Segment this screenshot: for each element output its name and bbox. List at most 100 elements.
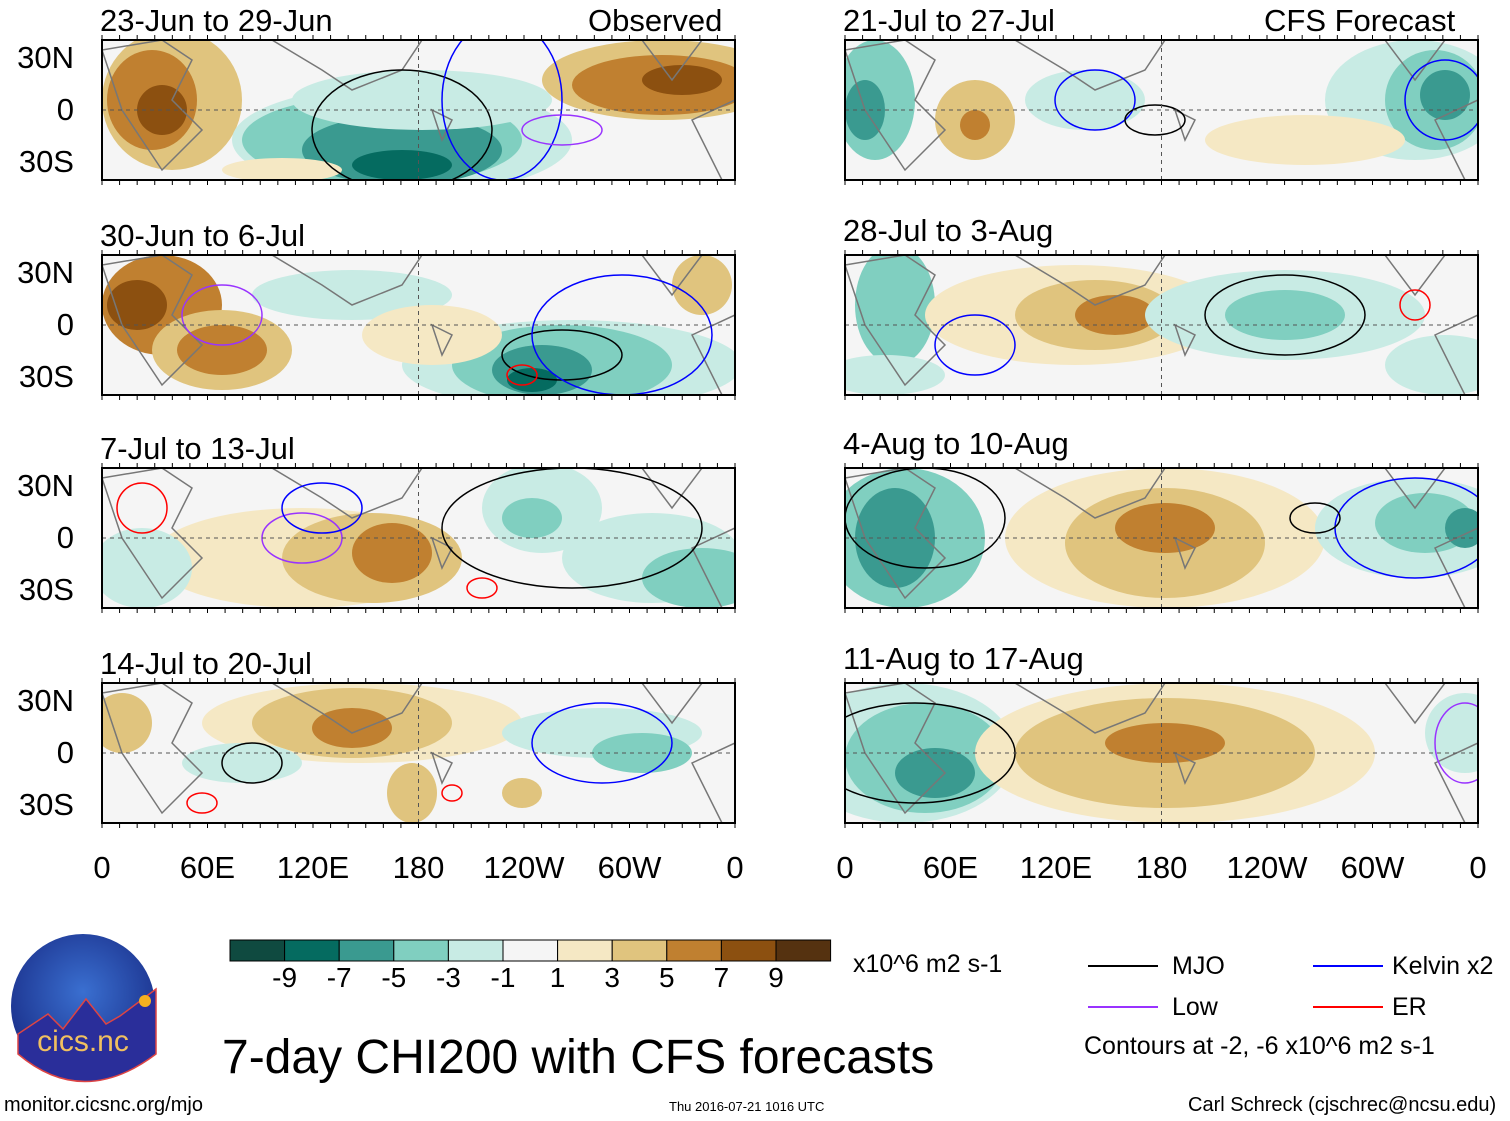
longitude-label: 180: [1135, 850, 1188, 885]
figure-title: 7-day CHI200 with CFS forecasts: [222, 1031, 935, 1084]
latitude-label: 30N: [17, 255, 74, 290]
panel-date-range: 28-Jul to 3-Aug: [843, 213, 1054, 248]
anomaly-shading: [672, 255, 732, 315]
latitude-label: 0: [56, 735, 74, 770]
colorbar-tick: 9: [768, 962, 784, 993]
contour-line: [1404, 59, 1478, 141]
contour-line: [1289, 502, 1341, 534]
observed-panel-4: [101, 678, 736, 828]
contour-line: [181, 284, 263, 346]
observed-panel-2: [101, 250, 736, 400]
anomaly-shading: [1420, 70, 1470, 120]
legend-mjo: MJO: [1172, 952, 1225, 980]
colorbar: [229, 939, 832, 962]
contour-line: [1124, 104, 1186, 136]
contour-line: [441, 784, 463, 802]
anomaly-shading: [362, 305, 502, 365]
continent-outlines: [102, 255, 735, 395]
cics-logo: cics.nc: [11, 934, 157, 1083]
observed-panel-3: [101, 463, 736, 613]
anomaly-shading: [642, 548, 735, 608]
forecast-panel-3: [844, 463, 1479, 613]
colorbar-swatch: [447, 939, 504, 962]
forecast-panel-2: [844, 250, 1479, 400]
colorbar-swatch: [775, 939, 832, 962]
contour-line: [466, 577, 498, 599]
continent-outlines: [102, 468, 735, 608]
contour-line: [934, 314, 1016, 376]
contour-line: [186, 792, 218, 814]
colorbar-tick: -5: [381, 962, 407, 993]
panel-date-range: 7-Jul to 13-Jul: [100, 431, 295, 466]
forecast-tag: CFS Forecast: [1264, 3, 1456, 38]
panel-date-range: 14-Jul to 20-Jul: [100, 646, 312, 681]
continent-outlines: [102, 40, 735, 180]
colorbar-tick: -3: [435, 962, 461, 993]
legend-kelvin: Kelvin x2: [1392, 952, 1494, 980]
latitude-label: 30N: [17, 468, 74, 503]
latitude-label: 0: [56, 307, 74, 342]
contour-line: [531, 274, 713, 395]
latitude-label: 30N: [17, 683, 74, 718]
anomaly-shading: [642, 65, 722, 95]
anomaly-shading: [1205, 115, 1405, 165]
contour-line: [1204, 274, 1366, 356]
colorbar-tick: -9: [272, 962, 298, 993]
contour-line: [521, 114, 603, 146]
continent-outlines: [845, 468, 1478, 608]
source-url[interactable]: monitor.cicsnc.org/mjo: [4, 1094, 203, 1116]
longitude-label: 120E: [276, 850, 350, 885]
colorbar-tick: -7: [326, 962, 352, 993]
contour-line: [531, 702, 673, 784]
contour-line: [116, 482, 168, 534]
anomaly-shading: [222, 158, 342, 180]
contour-line: [281, 482, 363, 534]
contour-line: [506, 364, 538, 386]
latitude-label: 30S: [18, 572, 74, 607]
anomaly-shading: [507, 368, 557, 392]
contour-line: [441, 40, 563, 180]
anomaly-shading: [312, 708, 392, 748]
anomaly-shading: [292, 70, 552, 130]
continent-outlines: [102, 683, 735, 823]
contour-line: [311, 69, 493, 180]
map-panels: [101, 35, 1479, 828]
longitude-label: 0: [836, 850, 854, 885]
forecast-panel-4: [844, 678, 1479, 828]
latitude-label: 30N: [17, 40, 74, 75]
legend-contour-note: Contours at -2, -6 x10^6 m2 s-1: [1084, 1032, 1435, 1060]
anomaly-shading: [252, 270, 452, 320]
continent-outlines: [845, 255, 1478, 395]
observed-tag: Observed: [588, 3, 723, 38]
anomaly-shading: [1025, 70, 1145, 130]
colorbar-tick: 5: [659, 962, 675, 993]
panel-date-range: 21-Jul to 27-Jul: [843, 3, 1055, 38]
colorbar-tick: 7: [713, 962, 730, 993]
anomaly-shading: [302, 115, 502, 180]
panel-date-range: 11-Aug to 17-Aug: [843, 641, 1084, 676]
longitude-label: 0: [726, 850, 744, 885]
author: Carl Schreck (cjschrec@ncsu.edu): [1188, 1094, 1497, 1116]
longitude-label: 180: [392, 850, 445, 885]
longitude-label: 60E: [179, 850, 236, 885]
latitude-label: 0: [56, 92, 74, 127]
colorbar-swatch: [284, 939, 340, 962]
anomaly-shading: [1225, 290, 1345, 340]
latitude-label: 30S: [18, 144, 74, 179]
anomaly-shading: [960, 110, 990, 140]
colorbar-tick: -1: [490, 962, 516, 993]
longitude-label: 120E: [1019, 850, 1093, 885]
anomaly-shading: [1115, 503, 1215, 553]
colorbar-swatch: [338, 939, 395, 962]
anomaly-shading: [177, 325, 267, 375]
forecast-panel-1: [844, 35, 1479, 185]
longitude-label: 60E: [922, 850, 979, 885]
anomaly-shading: [855, 255, 935, 365]
longitude-label: 60W: [1340, 850, 1405, 885]
logo-text: cics.nc: [37, 1025, 129, 1058]
observed-panel-1: [101, 35, 736, 185]
colorbar-swatch: [611, 939, 668, 962]
anomaly-shading: [895, 748, 975, 798]
colorbar-swatch: [502, 939, 559, 962]
contour-line: [1054, 69, 1136, 131]
